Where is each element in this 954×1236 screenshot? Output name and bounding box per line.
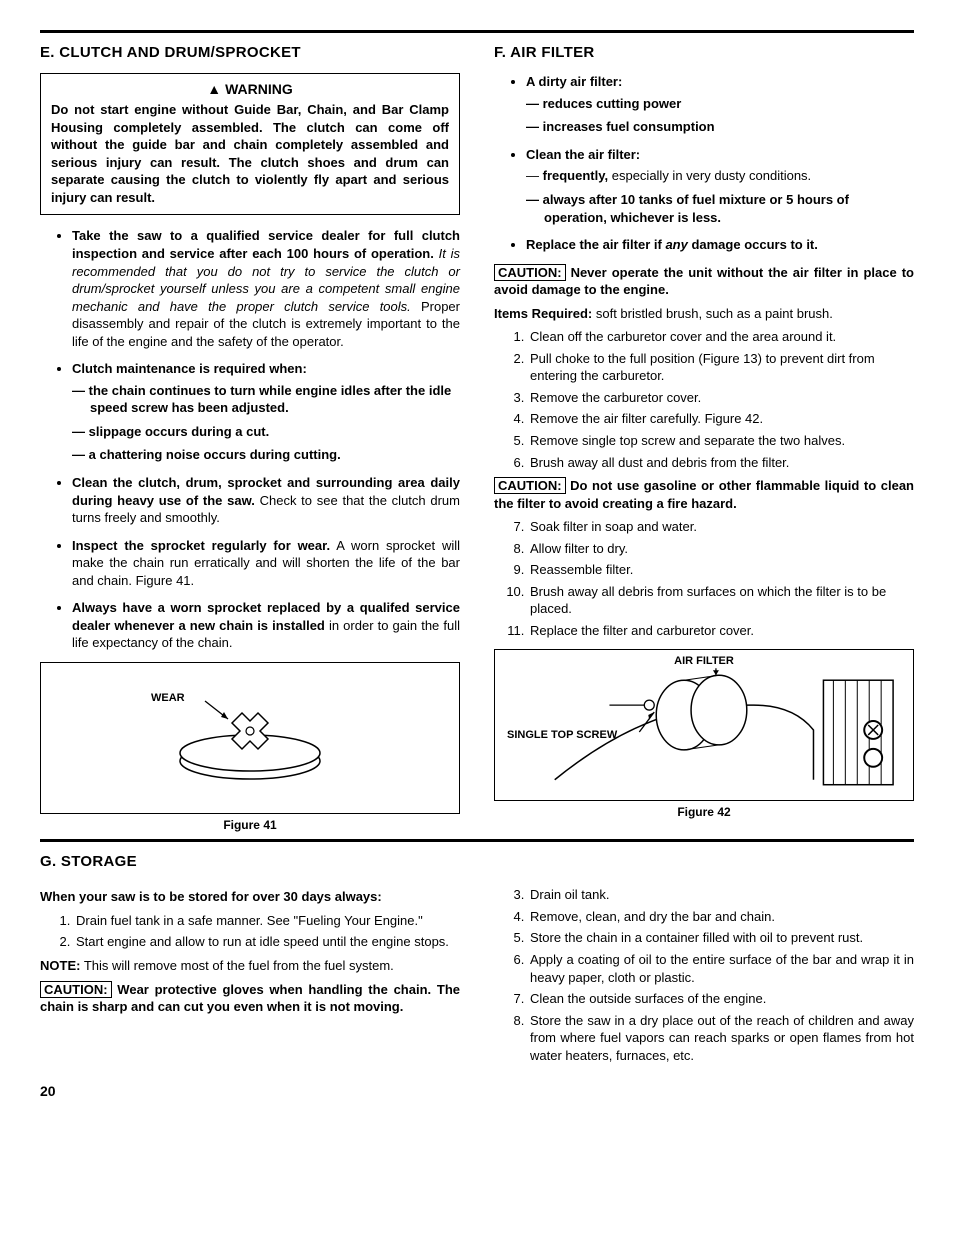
g-step-5: Store the chain in a container filled wi… xyxy=(528,929,914,947)
f-b2-i0: frequently, especially in very dusty con… xyxy=(526,167,914,185)
f-caution2: CAUTION: Do not use gasoline or other fl… xyxy=(494,477,914,512)
f-b1-i1: increases fuel consumption xyxy=(526,118,914,136)
fig41-wear-label: WEAR xyxy=(151,691,185,706)
g-step-6: Apply a coating of oil to the entire sur… xyxy=(528,951,914,986)
f-step-5: Remove single top screw and separate the… xyxy=(528,432,914,450)
f-steps-1-6: Clean off the carburetor cover and the a… xyxy=(494,328,914,471)
f-b2-i0-pre: frequently, xyxy=(543,168,609,183)
section-f-heading: F. AIR FILTER xyxy=(494,43,914,63)
section-e-heading: E. CLUTCH AND DRUM/SPROCKET xyxy=(40,43,460,63)
f-b1-i0: reduces cutting power xyxy=(526,95,914,113)
f-b1-head: A dirty air filter: xyxy=(526,74,622,89)
e-b1-lead: Take the saw to a qualified service deal… xyxy=(72,228,460,261)
e-bullet-2: Clutch maintenance is required when: the… xyxy=(72,360,460,464)
e-bullet-3: Clean the clutch, drum, sprocket and sur… xyxy=(72,474,460,527)
f-b2-i0-tail: especially in very dusty conditions. xyxy=(608,168,811,183)
f-step-9: Reassemble filter. xyxy=(528,561,914,579)
f-step-3: Remove the carburetor cover. xyxy=(528,389,914,407)
fig41-caption: Figure 41 xyxy=(40,817,460,833)
e-bullet-4: Inspect the sprocket regularly for wear.… xyxy=(72,537,460,590)
g-note: NOTE: This will remove most of the fuel … xyxy=(40,957,460,975)
g-caution: CAUTION: Wear protective gloves when han… xyxy=(40,981,460,1016)
f-step-6: Brush away all dust and debris from the … xyxy=(528,454,914,472)
section-f-bullets: A dirty air filter: reduces cutting powe… xyxy=(494,73,914,253)
section-g-heading: G. STORAGE xyxy=(40,852,914,872)
f-step-4: Remove the air filter carefully. Figure … xyxy=(528,410,914,428)
f-step-11: Replace the filter and carburetor cover. xyxy=(528,622,914,640)
f-b1-dash: reduces cutting power increases fuel con… xyxy=(526,95,914,136)
g-step-2: Start engine and allow to run at idle sp… xyxy=(74,933,460,951)
g-step-3: Drain oil tank. xyxy=(528,886,914,904)
warning-body: Do not start engine without Guide Bar, C… xyxy=(51,101,449,206)
f-b3-ital: any xyxy=(665,237,687,252)
e-bullet-5: Always have a worn sprocket replaced by … xyxy=(72,599,460,652)
e-bullet-1: Take the saw to a qualified service deal… xyxy=(72,227,460,350)
section-e: E. CLUTCH AND DRUM/SPROCKET WARNING Do n… xyxy=(40,39,460,833)
section-g-left: When your saw is to be stored for over 3… xyxy=(40,882,460,1068)
g-step-1: Drain fuel tank in a safe manner. See "F… xyxy=(74,912,460,930)
f-ireq-text: soft bristled brush, such as a paint bru… xyxy=(592,306,833,321)
section-g-right: Drain oil tank. Remove, clean, and dry t… xyxy=(494,882,914,1068)
warning-box: WARNING Do not start engine without Guid… xyxy=(40,73,460,215)
f-step-2: Pull choke to the full position (Figure … xyxy=(528,350,914,385)
e-b2-i2: a chattering noise occurs during cutting… xyxy=(72,446,460,464)
top-rule xyxy=(40,30,914,33)
g-caution-label: CAUTION: xyxy=(40,981,112,998)
e-b2-head: Clutch maintenance is required when: xyxy=(72,361,307,376)
f-step-8: Allow filter to dry. xyxy=(528,540,914,558)
g-left-steps: Drain fuel tank in a safe manner. See "F… xyxy=(40,912,460,951)
g-right-steps: Drain oil tank. Remove, clean, and dry t… xyxy=(494,886,914,1064)
f-b2-head: Clean the air filter: xyxy=(526,147,640,162)
f-caution1-label: CAUTION: xyxy=(494,264,566,281)
e-b2-i1: slippage occurs during a cut. xyxy=(72,423,460,441)
f-caution2-label: CAUTION: xyxy=(494,477,566,494)
f-bullet-2: Clean the air filter: frequently, especi… xyxy=(526,146,914,226)
g-note-text: This will remove most of the fuel from t… xyxy=(80,958,393,973)
fig42-caption: Figure 42 xyxy=(494,804,914,820)
fig42-airfilter-label: AIR FILTER xyxy=(674,654,734,669)
fig42-illustration xyxy=(495,650,913,800)
page-number: 20 xyxy=(40,1082,914,1101)
f-ireq-label: Items Required: xyxy=(494,306,592,321)
warning-title: WARNING xyxy=(51,80,449,99)
g-note-label: NOTE: xyxy=(40,958,80,973)
f-steps-7-11: Soak filter in soap and water. Allow fil… xyxy=(494,518,914,639)
e-b4-bold: Inspect the sprocket regularly for wear. xyxy=(72,538,330,553)
figure-41-box: WEAR xyxy=(40,662,460,814)
g-step-7: Clean the outside surfaces of the engine… xyxy=(528,990,914,1008)
g-step-4: Remove, clean, and dry the bar and chain… xyxy=(528,908,914,926)
section-e-bullets: Take the saw to a qualified service deal… xyxy=(40,227,460,651)
f-items-required: Items Required: soft bristled brush, suc… xyxy=(494,305,914,323)
figure-42-box: AIR FILTER SINGLE TOP SCREW xyxy=(494,649,914,801)
f-caution1: CAUTION: Never operate the unit without … xyxy=(494,264,914,299)
section-g-columns: When your saw is to be stored for over 3… xyxy=(40,882,914,1068)
fig42-screw-label: SINGLE TOP SCREW xyxy=(507,728,617,743)
f-b3-pre: Replace the air filter if xyxy=(526,237,665,252)
f-b3-post: damage occurs to it. xyxy=(688,237,818,252)
f-step-10: Brush away all debris from surfaces on w… xyxy=(528,583,914,618)
f-step-1: Clean off the carburetor cover and the a… xyxy=(528,328,914,346)
section-f: F. AIR FILTER A dirty air filter: reduce… xyxy=(494,39,914,833)
e-b2-i0: the chain continues to turn while engine… xyxy=(72,382,460,417)
g-intro: When your saw is to be stored for over 3… xyxy=(40,888,460,906)
e-b2-dash: the chain continues to turn while engine… xyxy=(72,382,460,464)
f-bullet-3: Replace the air filter if any damage occ… xyxy=(526,236,914,254)
f-step-7: Soak filter in soap and water. xyxy=(528,518,914,536)
upper-columns: E. CLUTCH AND DRUM/SPROCKET WARNING Do n… xyxy=(40,39,914,833)
f-b2-dash: frequently, especially in very dusty con… xyxy=(526,167,914,226)
g-step-8: Store the saw in a dry place out of the … xyxy=(528,1012,914,1065)
f-bullet-1: A dirty air filter: reduces cutting powe… xyxy=(526,73,914,136)
f-b2-i1: always after 10 tanks of fuel mixture or… xyxy=(526,191,914,226)
mid-rule xyxy=(40,839,914,842)
